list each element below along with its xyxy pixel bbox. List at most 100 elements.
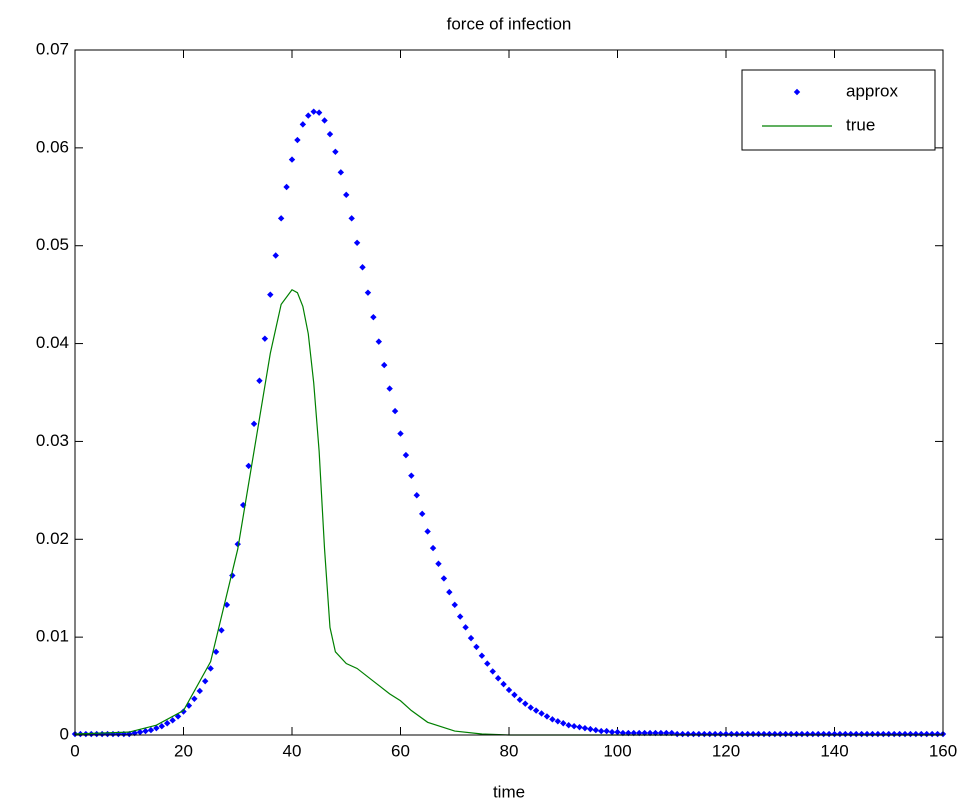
data-point xyxy=(174,713,182,720)
data-point xyxy=(717,730,724,738)
data-point xyxy=(603,727,610,735)
data-point xyxy=(126,730,133,738)
data-point xyxy=(576,723,583,731)
chart-title: force of infection xyxy=(447,14,572,33)
data-point xyxy=(142,727,149,735)
y-tick-label: 0.06 xyxy=(36,137,69,156)
data-point xyxy=(115,730,122,738)
x-tick-label: 80 xyxy=(500,741,519,760)
data-point xyxy=(706,730,713,738)
data-point xyxy=(728,730,735,738)
data-point xyxy=(229,572,236,579)
data-point xyxy=(869,730,876,738)
data-point xyxy=(451,601,458,609)
legend-label: true xyxy=(846,115,875,134)
data-point xyxy=(196,687,203,695)
data-point xyxy=(359,264,366,271)
data-point xyxy=(180,708,187,715)
data-point xyxy=(326,130,334,138)
data-point xyxy=(918,730,925,738)
data-point xyxy=(256,377,263,384)
data-point xyxy=(386,385,393,392)
data-point xyxy=(343,191,350,199)
data-point xyxy=(673,730,681,738)
data-point xyxy=(532,707,540,714)
data-point xyxy=(283,183,290,191)
data-point xyxy=(337,169,345,176)
data-point xyxy=(272,252,279,259)
data-point xyxy=(831,730,838,738)
data-point xyxy=(375,338,382,345)
data-point xyxy=(766,730,773,738)
legend-box xyxy=(741,69,936,151)
data-point xyxy=(277,215,285,222)
data-point xyxy=(489,668,496,675)
y-tick-label: 0.05 xyxy=(36,235,69,254)
data-point xyxy=(505,686,513,694)
data-point xyxy=(408,472,415,479)
axes-box xyxy=(74,49,944,736)
data-point xyxy=(478,652,486,659)
data-point xyxy=(771,730,779,738)
data-point xyxy=(928,730,936,738)
data-point xyxy=(587,725,594,733)
data-point xyxy=(901,730,909,738)
data-point xyxy=(446,588,453,596)
y-tick-label: 0 xyxy=(60,724,69,743)
data-point xyxy=(554,718,562,725)
data-point xyxy=(391,407,399,415)
data-point xyxy=(934,730,941,738)
y-tick-label: 0.03 xyxy=(36,431,69,450)
data-point xyxy=(104,730,111,738)
data-point xyxy=(440,575,448,582)
data-point xyxy=(153,724,160,732)
y-tick-label: 0.02 xyxy=(36,529,69,548)
data-point xyxy=(191,695,198,702)
data-point xyxy=(701,730,708,738)
data-point xyxy=(760,730,768,738)
data-point xyxy=(288,156,296,163)
y-tick-label: 0.04 xyxy=(36,333,69,352)
data-point xyxy=(424,528,431,535)
data-point xyxy=(462,624,469,631)
data-point xyxy=(565,722,572,729)
data-point xyxy=(614,728,621,736)
data-point xyxy=(684,730,692,738)
data-point xyxy=(321,117,328,124)
data-point xyxy=(315,109,323,116)
data-point xyxy=(890,730,898,738)
data-point xyxy=(896,730,903,738)
data-point xyxy=(158,722,165,730)
data-point xyxy=(261,335,269,342)
data-point xyxy=(147,726,155,734)
data-point xyxy=(581,724,589,732)
data-point xyxy=(570,722,578,730)
y-tick-label: 0.01 xyxy=(36,627,69,646)
data-point xyxy=(825,730,833,738)
data-point xyxy=(804,730,811,738)
data-point xyxy=(419,510,426,518)
data-point xyxy=(299,121,307,128)
data-point xyxy=(348,215,355,222)
data-point xyxy=(516,696,524,703)
data-point xyxy=(912,730,920,738)
data-point xyxy=(842,730,849,738)
data-point xyxy=(880,730,887,738)
data-point xyxy=(397,430,404,437)
data-point xyxy=(739,730,746,738)
data-point xyxy=(923,730,930,738)
legend-marker xyxy=(793,88,801,96)
data-point xyxy=(212,648,220,656)
data-point xyxy=(267,291,274,298)
x-tick-label: 40 xyxy=(283,741,302,760)
data-point xyxy=(185,702,193,709)
x-tick-label: 120 xyxy=(712,741,740,760)
data-point xyxy=(98,730,106,738)
data-point xyxy=(381,361,388,369)
x-tick-label: 0 xyxy=(70,741,79,760)
data-point xyxy=(402,451,410,459)
data-point xyxy=(484,660,491,667)
data-point xyxy=(863,730,871,738)
data-point xyxy=(782,730,789,738)
